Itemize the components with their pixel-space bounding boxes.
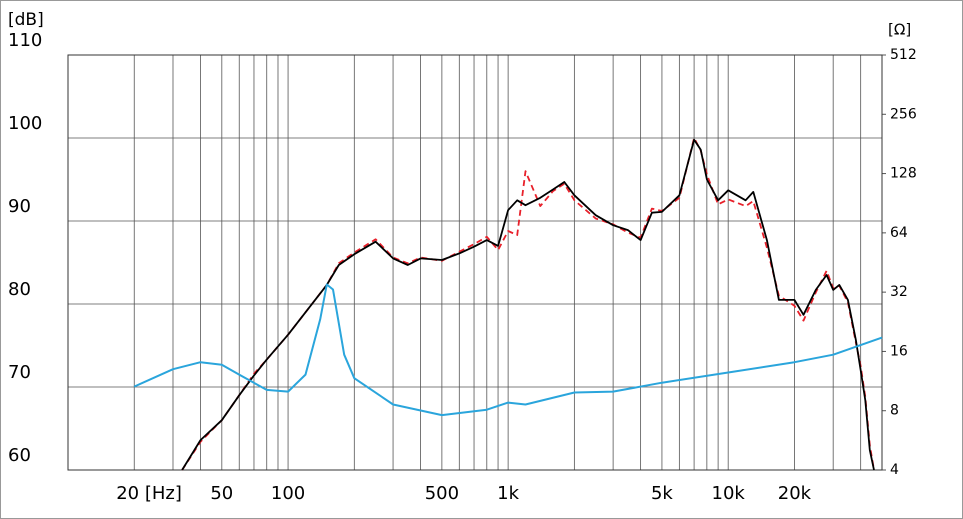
x-tick-label: 50 — [210, 483, 233, 504]
y-axis-label: [dB] — [8, 10, 44, 30]
x-tick-label: 100 — [271, 483, 305, 504]
y-tick-label: 90 — [8, 196, 31, 217]
y2-tick-label: 512 — [890, 47, 917, 63]
y2-tick-label: 32 — [890, 284, 908, 300]
y2-tick-label: 4 — [890, 462, 899, 478]
x-tick-label: 1k — [497, 483, 519, 504]
response-line — [181, 137, 875, 471]
response-line — [181, 138, 875, 471]
y-tick-label: 100 — [8, 113, 42, 134]
y2-tick-label: 128 — [890, 166, 917, 182]
x-tick-label: 10k — [712, 483, 746, 504]
y2-tick-label: 256 — [890, 106, 917, 122]
x-tick-label: 5k — [651, 483, 673, 504]
x-tick-label: 500 — [425, 483, 459, 504]
y2-tick-label: 64 — [890, 225, 908, 241]
y-tick-label: 60 — [8, 445, 31, 466]
y2-axis-label: [Ω] — [888, 21, 911, 39]
plot-border — [67, 54, 883, 471]
y-tick-label: 70 — [8, 362, 31, 383]
y2-tick-label: 8 — [890, 403, 899, 419]
y-tick-label: 110 — [8, 30, 42, 51]
x-tick-label: 20 [Hz] — [116, 483, 182, 504]
y2-tick-label: 16 — [890, 343, 908, 359]
x-tick-label: 20k — [778, 483, 812, 504]
y-tick-label: 80 — [8, 279, 31, 300]
impedance-line — [133, 283, 883, 417]
